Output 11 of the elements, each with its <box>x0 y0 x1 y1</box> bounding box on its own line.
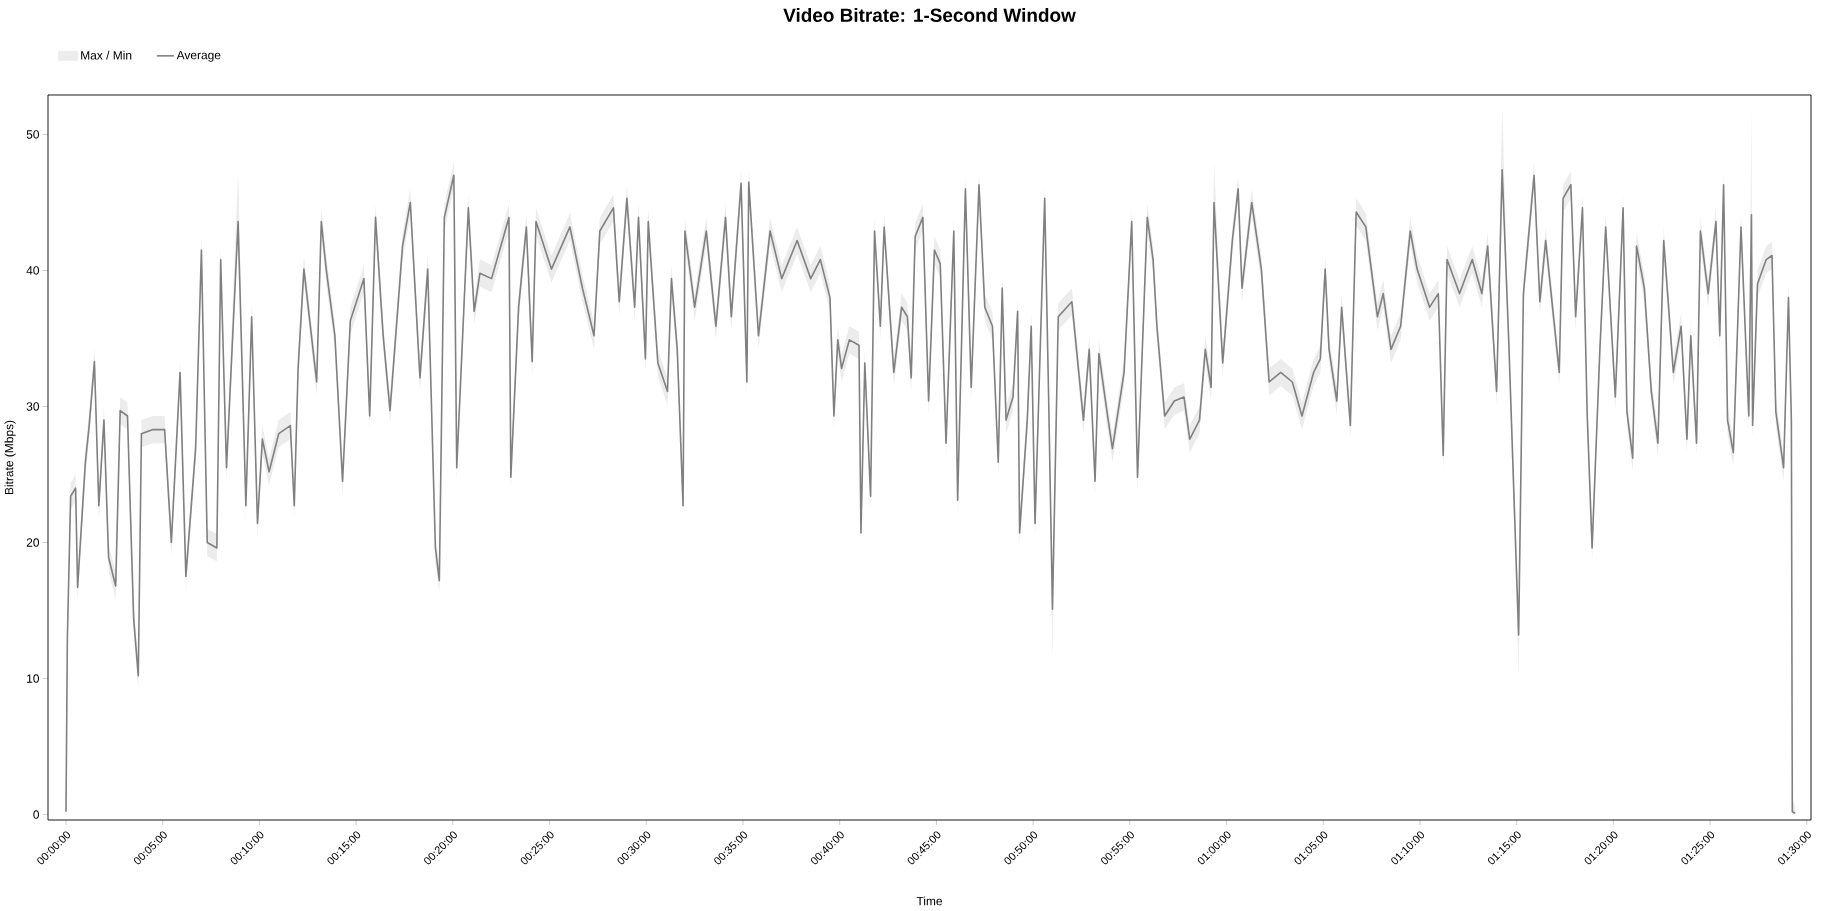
y-tick-label: 50 <box>26 130 40 139</box>
y-tick-label: 30 <box>26 402 40 411</box>
chart-title: Video Bitrate: 1-Second Window <box>783 8 1076 22</box>
y-axis-title: Bitrate (Mbps) <box>4 420 16 495</box>
text: Max / Min <box>81 50 132 60</box>
legend-label: Average <box>176 50 221 62</box>
y-tick-label: 20 <box>26 538 40 547</box>
y-tick-label: 0 <box>33 810 40 819</box>
y-tick-label: 40 <box>26 266 40 275</box>
x-axis-title: Time <box>916 896 943 906</box>
y-tick-label: 10 <box>27 674 40 683</box>
